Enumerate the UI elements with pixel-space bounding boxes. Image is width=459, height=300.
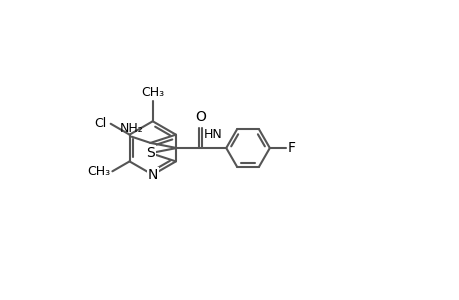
Text: HN: HN xyxy=(203,128,222,141)
Text: N: N xyxy=(147,168,157,182)
Text: CH₃: CH₃ xyxy=(141,86,164,100)
Text: O: O xyxy=(195,110,206,124)
Text: F: F xyxy=(287,141,295,155)
Text: S: S xyxy=(146,146,155,160)
Text: Cl: Cl xyxy=(94,117,106,130)
Text: NH₂: NH₂ xyxy=(119,122,143,135)
Text: CH₃: CH₃ xyxy=(87,165,110,178)
